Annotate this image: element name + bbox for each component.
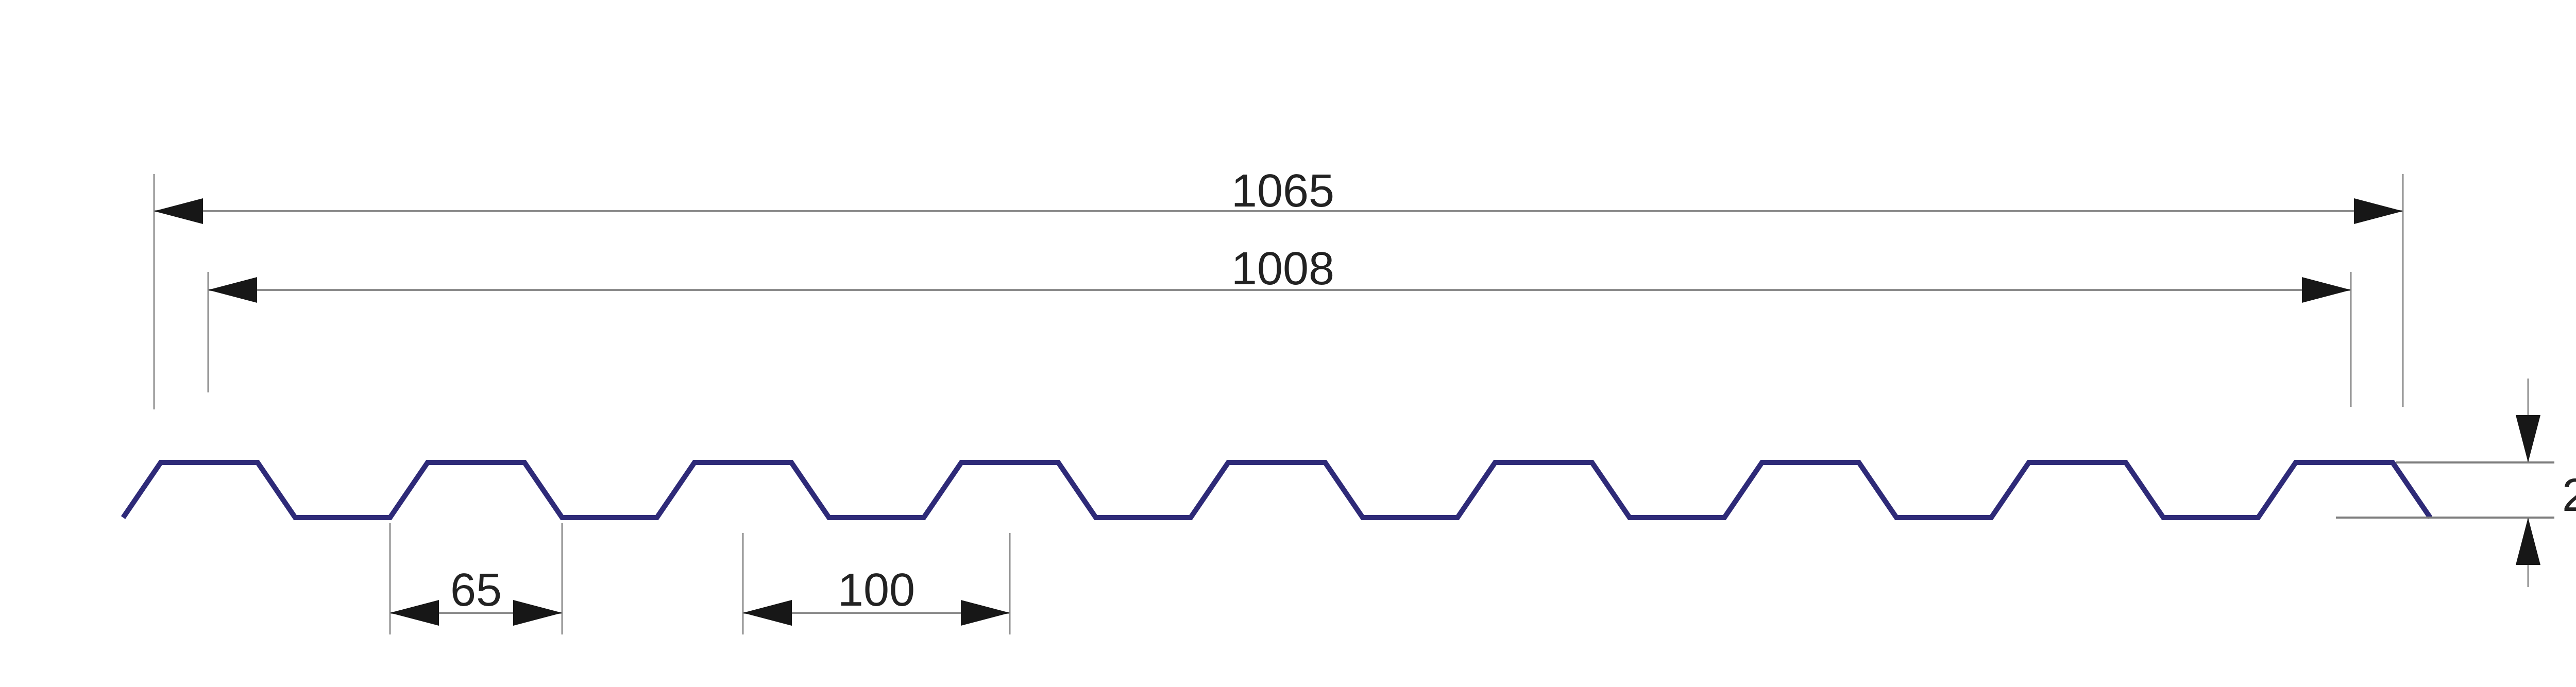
dimension-rib-base: 65 [389, 523, 563, 634]
dimension-working-width: 1008 [207, 243, 2352, 407]
dimension-label: 65 [450, 564, 502, 616]
arrowhead-left-icon [743, 600, 792, 626]
arrowhead-right-icon [513, 600, 562, 626]
dimension-overall-width: 1065 [153, 165, 2404, 409]
dimension-label: 1008 [1231, 243, 1334, 295]
arrowhead-right-icon [2302, 277, 2351, 303]
arrowhead-left-icon [390, 600, 439, 626]
arrowhead-right-icon [2354, 198, 2403, 224]
dimension-rib-pitch: 100 [742, 533, 1011, 634]
dimension-label: 1065 [1231, 165, 1334, 217]
dimension-height: 21 мм [2336, 379, 2576, 587]
arrowhead-up-icon [2516, 518, 2540, 565]
sheet-profile-outline [121, 460, 2433, 520]
arrowhead-left-icon [208, 277, 257, 303]
arrowhead-left-icon [154, 198, 203, 224]
arrowhead-right-icon [961, 600, 1010, 626]
dimension-label: 21 мм [2562, 470, 2576, 521]
arrowhead-down-icon [2516, 415, 2540, 462]
dimension-label: 100 [838, 564, 915, 616]
